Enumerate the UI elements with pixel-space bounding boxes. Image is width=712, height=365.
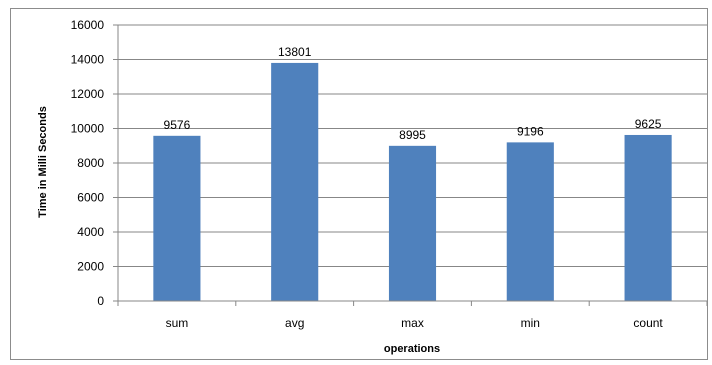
y-tick-label-14000: 14000 xyxy=(71,53,105,67)
data-labels: 9576 13801 8995 9196 9625 xyxy=(164,45,662,142)
x-tick-label-max: max xyxy=(401,316,424,330)
bar-max xyxy=(388,145,437,301)
data-label-max: 8995 xyxy=(399,128,426,142)
x-tick-label-count: count xyxy=(633,316,663,330)
y-tick-label-2000: 2000 xyxy=(77,260,104,274)
bar-avg xyxy=(271,62,319,301)
y-tick-label-8000: 8000 xyxy=(77,156,104,170)
bar-min xyxy=(506,142,554,301)
data-label-count: 9625 xyxy=(635,117,662,131)
y-axis-title: Time in Milli Seconds xyxy=(37,106,49,218)
x-tick-label-min: min xyxy=(521,316,540,330)
data-label-min: 9196 xyxy=(517,124,544,138)
data-label-avg: 13801 xyxy=(278,45,312,59)
y-tick-label-4000: 4000 xyxy=(77,225,104,239)
x-tick-labels: sum avg max min count xyxy=(166,316,664,330)
y-tick-label-12000: 12000 xyxy=(71,87,105,101)
x-tick-label-sum: sum xyxy=(166,316,189,330)
bars xyxy=(153,62,672,301)
x-tick-label-avg: avg xyxy=(285,316,304,330)
y-tick-label-6000: 6000 xyxy=(77,191,104,205)
y-tick-label-0: 0 xyxy=(97,294,104,308)
y-tick-label-10000: 10000 xyxy=(71,122,105,136)
y-tick-label-16000: 16000 xyxy=(71,18,105,32)
x-axis-title: operations xyxy=(384,343,440,355)
gridlines xyxy=(118,24,707,267)
bar-count xyxy=(624,134,672,301)
y-tick-labels: 0 2000 4000 6000 8000 10000 12000 14000 16000 xyxy=(71,18,105,308)
data-label-sum: 9576 xyxy=(164,118,191,132)
bar-sum xyxy=(153,135,201,301)
axes xyxy=(113,24,708,306)
